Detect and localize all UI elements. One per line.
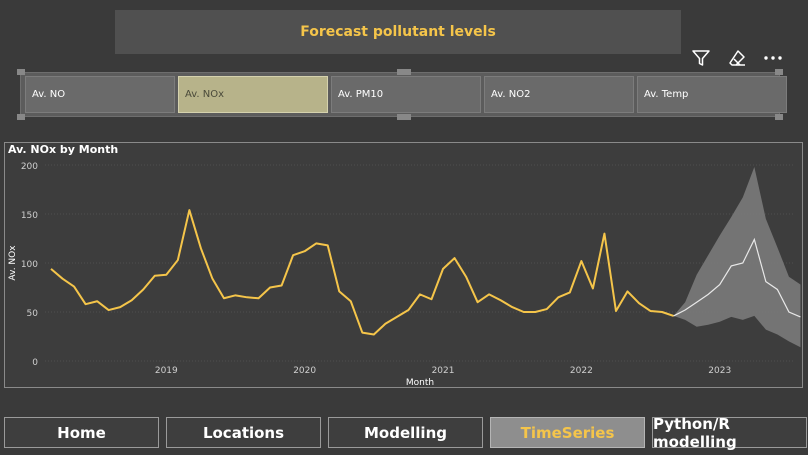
resize-handle[interactable] [17, 69, 25, 75]
resize-handle[interactable] [397, 114, 411, 120]
nav-python-r-button[interactable]: Python/R modelling [652, 414, 807, 451]
slicer-option-nox[interactable]: Av. NOx [178, 76, 328, 113]
nav-label: TimeSeries [520, 423, 615, 442]
y-tick-label: 100 [21, 260, 38, 270]
nox-series-line [50, 209, 674, 336]
resize-handle[interactable] [17, 114, 25, 120]
nav-label: Locations [202, 423, 285, 442]
resize-handle[interactable] [775, 69, 783, 75]
pollutant-slicer: Av. NO Av. NOx Av. PM10 Av. NO2 Av. Temp [17, 69, 787, 120]
forecast-line [673, 237, 801, 318]
y-tick-label: 50 [27, 309, 39, 319]
page-title: Forecast pollutant levels [115, 10, 681, 54]
x-tick-label: 2020 [293, 366, 316, 376]
resize-handle[interactable] [775, 114, 783, 120]
slicer-option-label: Av. PM10 [338, 89, 384, 100]
nav-label: Python/R modelling [653, 414, 737, 451]
slicer-option-label: Av. Temp [644, 89, 689, 100]
x-tick-label: 2021 [432, 366, 455, 376]
more-options-icon[interactable] [762, 47, 784, 69]
nav-home-button[interactable]: Home [4, 417, 159, 448]
slicer-options: Av. NO Av. NOx Av. PM10 Av. NO2 Av. Temp [25, 76, 787, 113]
slicer-option-pm10[interactable]: Av. PM10 [331, 76, 481, 113]
y-axis-label: Av. NOx [8, 245, 18, 281]
slicer-option-no2[interactable]: Av. NO2 [484, 76, 634, 113]
forecast-confidence-band [673, 166, 801, 348]
visual-toolbar [690, 46, 784, 70]
nav-modelling-button[interactable]: Modelling [328, 417, 483, 448]
slicer-option-no[interactable]: Av. NO [25, 76, 175, 113]
x-axis-label: Month [406, 378, 434, 387]
chart-title: Av. NOx by Month [8, 143, 119, 156]
slicer-option-label: Av. NOx [185, 89, 225, 100]
nox-chart[interactable]: Av. NOx by Month 0 50 100 150 200 2019 2020 202… [4, 142, 803, 388]
nav-label: Home [57, 423, 106, 442]
x-tick-label: 2023 [708, 366, 731, 376]
eraser-icon[interactable] [726, 47, 748, 69]
slicer-option-temp[interactable]: Av. Temp [637, 76, 787, 113]
x-tick-label: 2019 [155, 366, 178, 376]
nav-timeseries-button[interactable]: TimeSeries [490, 417, 645, 448]
resize-handle[interactable] [397, 69, 411, 75]
page-title-text: Forecast pollutant levels [300, 24, 496, 40]
x-tick-label: 2022 [570, 366, 593, 376]
slicer-option-label: Av. NO [32, 89, 66, 100]
slicer-option-label: Av. NO2 [491, 89, 531, 100]
page-nav: Home Locations Modelling TimeSeries Pyth… [4, 414, 807, 451]
y-tick-label: 0 [32, 358, 38, 368]
nav-locations-button[interactable]: Locations [166, 417, 321, 448]
nav-label: Modelling [364, 423, 447, 442]
filter-icon[interactable] [690, 47, 712, 69]
chart-canvas: 0 50 100 150 200 2019 2020 2021 2022 2023 Month Av.… [8, 162, 801, 387]
y-tick-label: 150 [21, 211, 38, 221]
y-tick-label: 200 [21, 162, 38, 172]
